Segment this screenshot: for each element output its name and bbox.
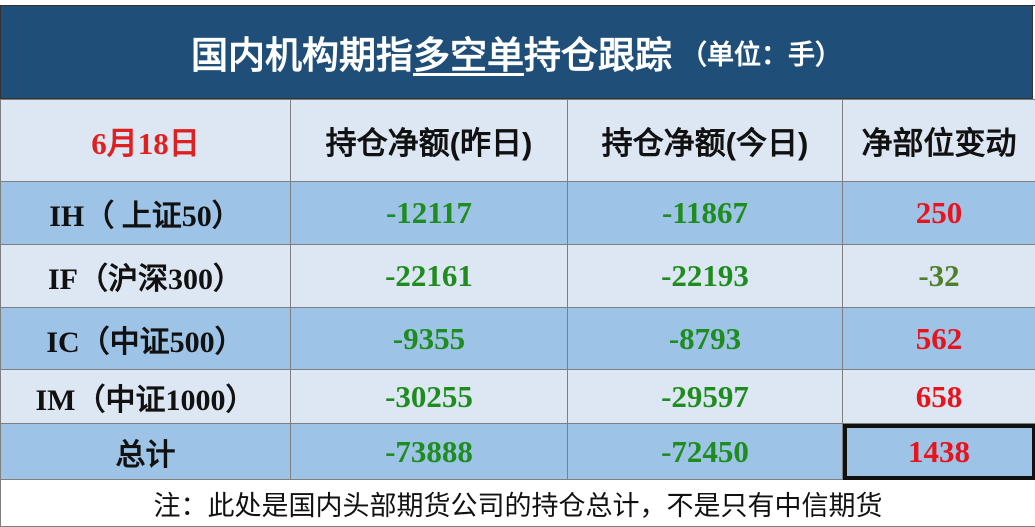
row-label: IC（中证500） [0,307,291,370]
row-label: IM（中证1000） [0,369,291,424]
title-underlined: 多空单 [413,35,524,76]
cell: 562 [842,307,1035,370]
cell: -11867 [567,181,843,245]
cell: 658 [842,369,1035,424]
cell: 1438 [842,423,1035,480]
cell: -32 [842,244,1035,308]
title-bar: 国内机构期指 多空单 持仓跟踪 （单位：手） [0,5,1033,99]
unit: （单位：手） [680,39,842,70]
cell: 250 [842,181,1035,245]
cell: -30255 [290,369,568,424]
note: 注：此处是国内头部期货公司的持仓总计，不是只有中信期货 [0,479,1035,527]
cell: -72450 [567,423,843,480]
row: IF（沪深300） -22161 -22193 -32 [0,244,1035,308]
row: IC（中证500） -9355 -8793 562 [0,307,1035,370]
header-cell: 持仓净额(今日) [567,99,843,182]
cell: -9355 [290,307,568,370]
total-row: 总计 -73888 -72450 1438 [0,423,1035,480]
row: IH（ 上证50） -12117 -11867 250 [0,181,1035,245]
cell: -29597 [567,369,843,424]
cell: -73888 [290,423,568,480]
row: IM（中证1000） -30255 -29597 658 [0,369,1035,424]
header-cell: 持仓净额(昨日) [290,99,568,182]
cell: -22161 [290,244,568,308]
cell: -22193 [567,244,843,308]
title-text: 持仓跟踪 [524,35,672,76]
cell: -12117 [290,181,568,245]
cell: -8793 [567,307,843,370]
note-row: 注：此处是国内头部期货公司的持仓总计，不是只有中信期货 [0,479,1035,527]
header-cell: 6月18日 [0,99,291,182]
position-table: 6月18日 持仓净额(昨日) 持仓净额(今日) 净部位变动 IH（ 上证50） … [0,99,1035,527]
header-cell: 净部位变动 [842,99,1035,182]
title-text: 国内机构期指 [191,35,413,76]
header-row: 6月18日 持仓净额(昨日) 持仓净额(今日) 净部位变动 [0,99,1035,182]
row-label: IH（ 上证50） [0,181,291,245]
row-label: 总计 [0,423,291,480]
row-label: IF（沪深300） [0,244,291,308]
